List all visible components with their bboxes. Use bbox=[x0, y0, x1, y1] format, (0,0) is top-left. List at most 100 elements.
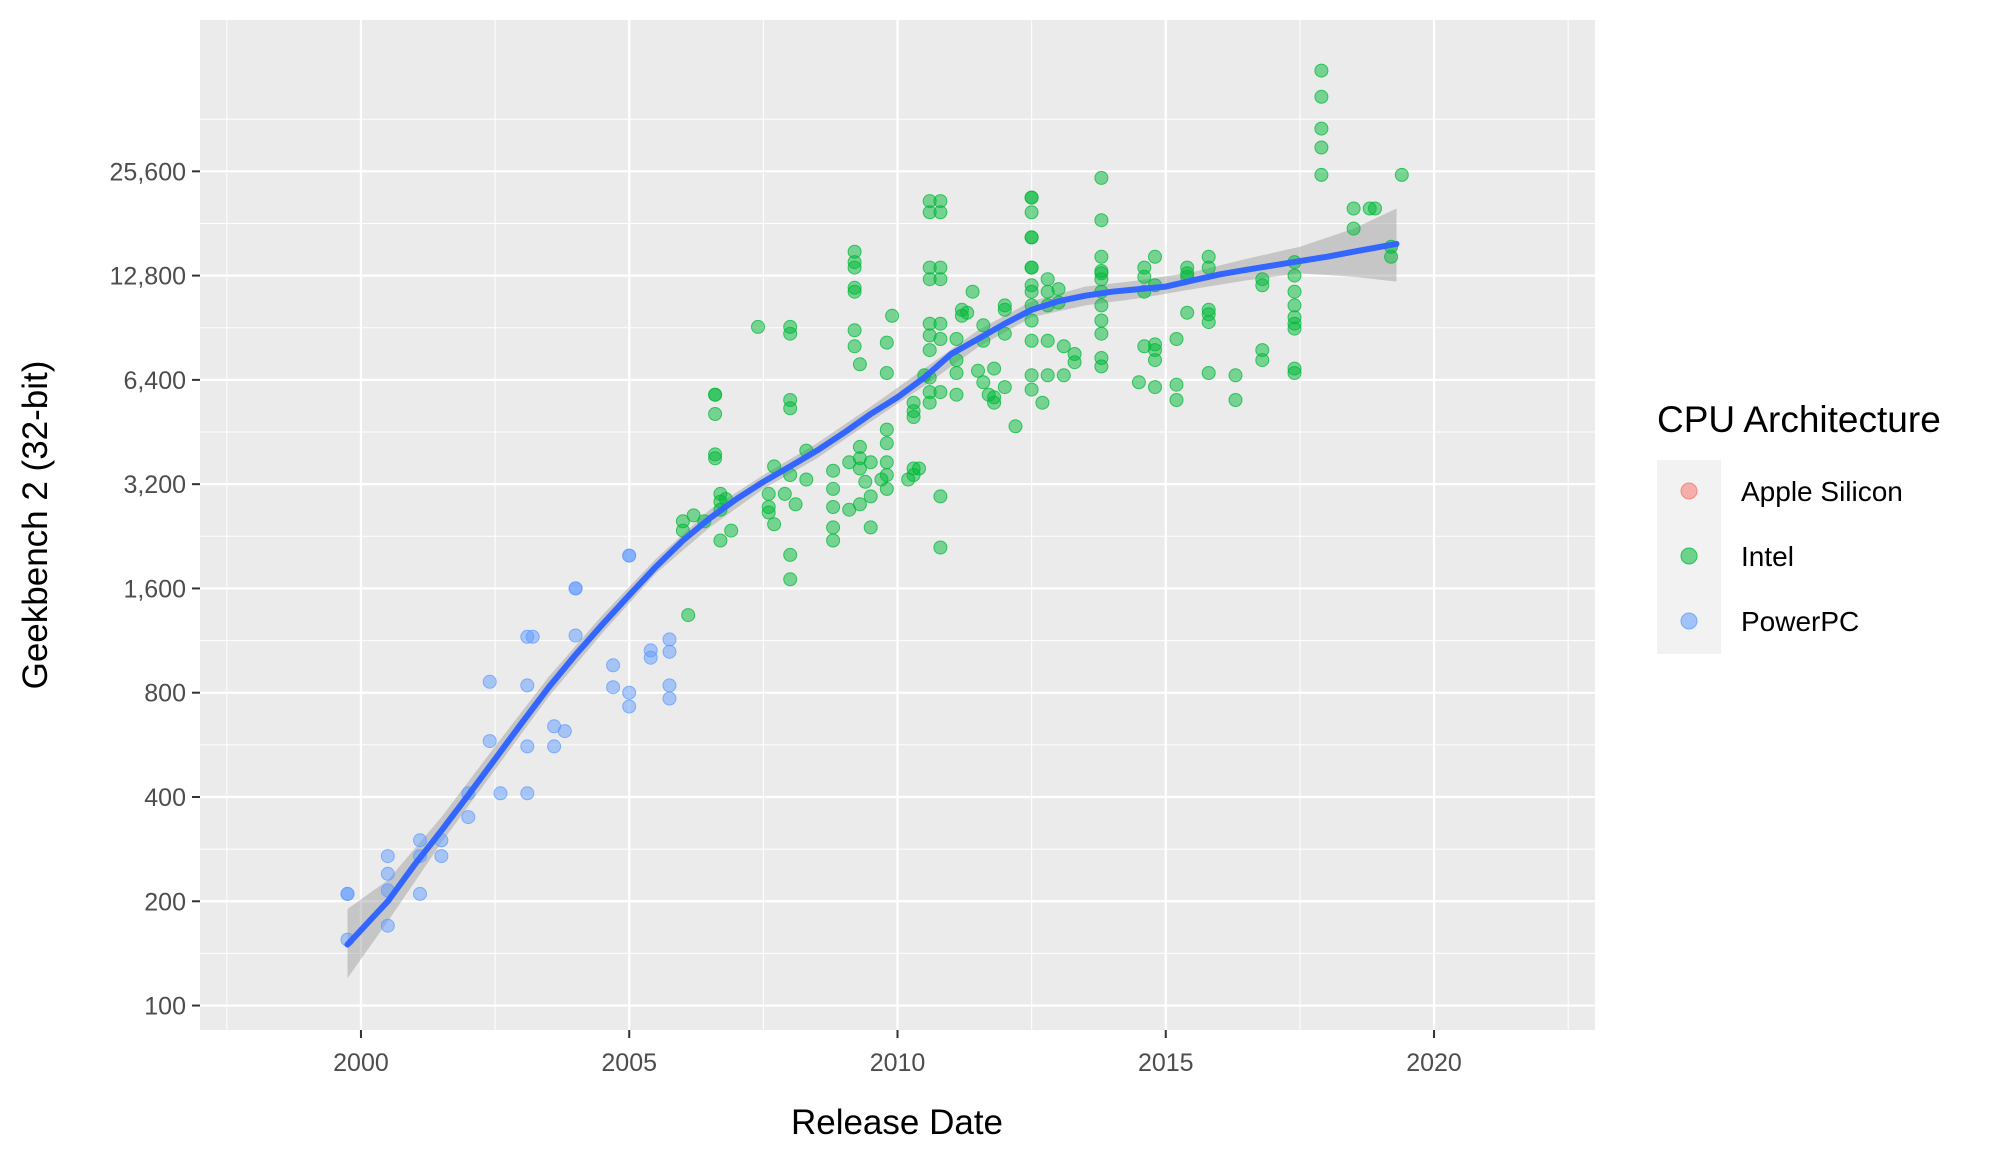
point-intel bbox=[1314, 89, 1329, 104]
point-intel bbox=[852, 461, 867, 476]
point-intel bbox=[976, 375, 991, 390]
point-intel bbox=[922, 395, 937, 410]
point-intel bbox=[1201, 315, 1216, 330]
point-intel bbox=[1094, 298, 1109, 313]
point-intel bbox=[933, 385, 948, 400]
point-intel bbox=[783, 326, 798, 341]
point-intel bbox=[1008, 419, 1023, 434]
point-intel bbox=[767, 517, 782, 532]
point-powerpc bbox=[461, 810, 476, 825]
point-intel bbox=[1255, 353, 1270, 368]
point-intel bbox=[1148, 249, 1162, 264]
trend-line bbox=[344, 240, 1400, 948]
y-tick-label: 200 bbox=[144, 888, 186, 916]
point-powerpc bbox=[662, 632, 677, 647]
point-intel bbox=[1314, 121, 1329, 136]
point-intel bbox=[681, 608, 696, 623]
point-intel bbox=[826, 520, 841, 535]
point-intel bbox=[751, 319, 765, 334]
point-intel bbox=[799, 472, 814, 487]
point-intel bbox=[847, 323, 862, 338]
point-powerpc bbox=[520, 786, 535, 801]
point-intel bbox=[761, 505, 776, 520]
point-intel bbox=[1169, 393, 1184, 407]
point-intel bbox=[1094, 326, 1109, 341]
point-intel bbox=[933, 205, 948, 220]
point-intel bbox=[1094, 359, 1109, 374]
point-intel bbox=[1040, 272, 1055, 287]
point-intel bbox=[906, 395, 921, 410]
point-intel bbox=[1368, 201, 1382, 216]
point-intel bbox=[1040, 368, 1055, 383]
point-intel bbox=[761, 486, 776, 501]
point-intel bbox=[933, 332, 948, 346]
point-intel bbox=[713, 533, 728, 548]
point-intel bbox=[949, 332, 964, 346]
point-powerpc bbox=[525, 629, 540, 644]
point-powerpc bbox=[662, 644, 677, 659]
point-intel bbox=[879, 468, 894, 482]
legend-label-apple-silicon: Apple Silicon bbox=[1741, 476, 1903, 507]
point-intel bbox=[933, 272, 948, 287]
point-intel bbox=[852, 357, 867, 372]
point-intel bbox=[1314, 63, 1329, 78]
y-tick-label: 400 bbox=[144, 784, 186, 812]
point-intel bbox=[1314, 140, 1329, 155]
point-intel bbox=[847, 339, 862, 354]
point-intel bbox=[879, 455, 894, 470]
point-intel bbox=[1024, 260, 1039, 275]
point-intel bbox=[1040, 333, 1055, 348]
point-intel bbox=[777, 486, 792, 501]
x-tick-label: 2015 bbox=[1138, 1049, 1194, 1077]
legend-label-powerpc: PowerPC bbox=[1741, 606, 1859, 637]
point-intel bbox=[987, 390, 1002, 405]
point-intel bbox=[1228, 393, 1243, 407]
x-axis: 2000 2005 2010 2015 2020 bbox=[333, 1030, 1462, 1077]
point-intel bbox=[1314, 167, 1329, 182]
point-intel bbox=[987, 361, 1002, 376]
legend-key-apple-silicon bbox=[1680, 482, 1698, 500]
y-tick-label: 3,200 bbox=[123, 471, 186, 499]
point-intel bbox=[1024, 382, 1039, 397]
point-intel bbox=[879, 436, 894, 451]
point-intel bbox=[1287, 268, 1302, 283]
point-powerpc bbox=[434, 849, 449, 864]
point-intel bbox=[724, 523, 739, 538]
point-powerpc bbox=[568, 628, 583, 643]
point-intel bbox=[783, 572, 798, 587]
y-tick-label: 1,600 bbox=[123, 575, 186, 603]
point-powerpc bbox=[380, 918, 395, 933]
point-intel bbox=[1255, 278, 1270, 293]
point-intel bbox=[879, 335, 894, 350]
point-powerpc bbox=[643, 650, 658, 665]
point-intel bbox=[1169, 332, 1184, 346]
point-intel bbox=[976, 318, 991, 333]
point-intel bbox=[1169, 377, 1184, 392]
point-intel bbox=[922, 343, 937, 358]
point-powerpc bbox=[520, 739, 535, 754]
point-intel bbox=[863, 520, 878, 535]
x-tick-label: 2020 bbox=[1406, 1049, 1462, 1077]
x-tick-label: 2010 bbox=[870, 1049, 926, 1077]
y-axis: 100 200 400 800 1,600 3,200 6,400 12,800 25,600 bbox=[110, 158, 200, 1021]
point-powerpc bbox=[482, 734, 497, 749]
point-intel bbox=[949, 387, 964, 402]
point-intel bbox=[783, 547, 798, 562]
point-powerpc bbox=[413, 833, 427, 848]
point-intel bbox=[1346, 221, 1361, 236]
point-intel bbox=[933, 316, 948, 331]
point-powerpc bbox=[380, 849, 395, 864]
point-intel bbox=[1051, 282, 1066, 297]
point-intel bbox=[686, 508, 701, 523]
point-powerpc bbox=[622, 685, 637, 700]
point-intel bbox=[1067, 355, 1082, 370]
point-powerpc bbox=[568, 581, 583, 596]
point-intel bbox=[1056, 368, 1071, 383]
point-intel bbox=[863, 455, 878, 470]
point-intel bbox=[1287, 321, 1302, 336]
point-intel bbox=[997, 380, 1012, 395]
point-intel bbox=[847, 260, 862, 275]
grid-major bbox=[200, 20, 1595, 1030]
point-powerpc bbox=[622, 699, 637, 714]
